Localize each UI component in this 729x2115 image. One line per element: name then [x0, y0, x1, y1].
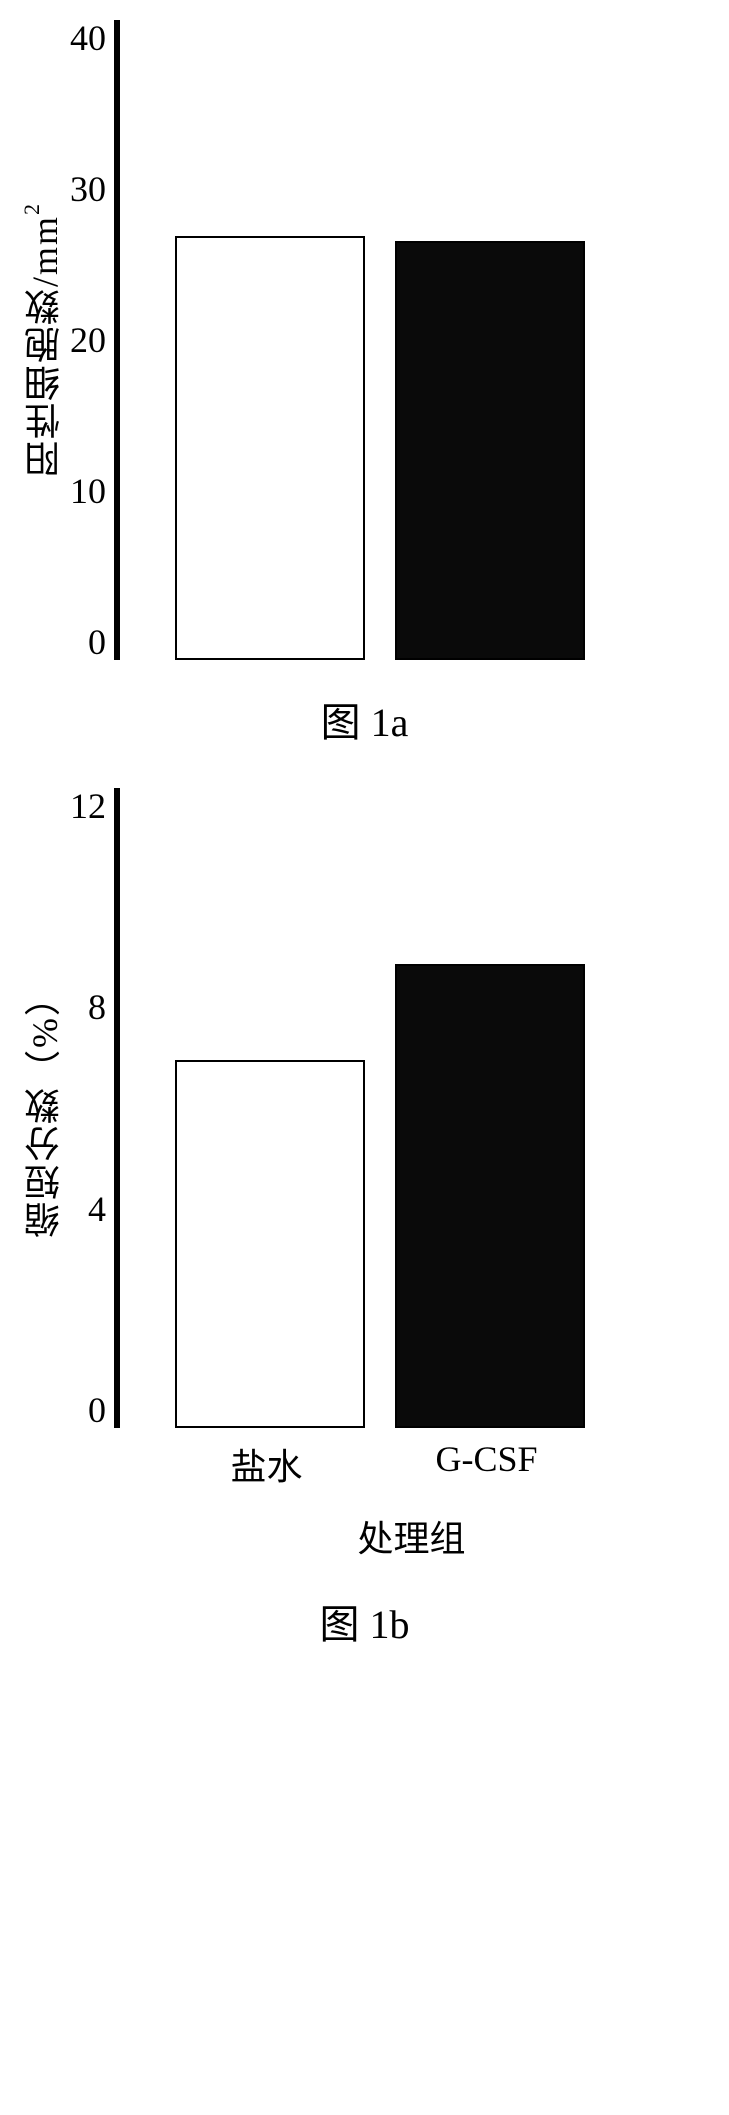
xaxis-title-1b: 处理组 [114, 1510, 709, 1562]
caption-1b: 图 1b [20, 1592, 709, 1650]
ytick-label: 40 [70, 20, 106, 56]
figure-1a: 阳性细胞数/mm2 40 30 20 10 0 图 1a [20, 20, 709, 748]
bar [395, 964, 585, 1428]
ytick-label: 12 [70, 788, 106, 824]
figure-1b: 缩短分数（%） 12 8 4 0 盐水 G-CSF 处理组 图 1b [20, 788, 709, 1650]
ytick-label: 0 [88, 1392, 106, 1428]
chart-1b-wrap: 缩短分数（%） 12 8 4 0 [20, 788, 709, 1428]
ytick-label: 8 [88, 989, 106, 1025]
ylabel-container-1a: 阳性细胞数/mm2 [20, 20, 70, 660]
ylabel-container-1b: 缩短分数（%） [20, 788, 70, 1428]
bars-row-1b [120, 964, 709, 1428]
xlabels-wrap-1b: 盐水 G-CSF 处理组 [20, 1428, 709, 1562]
caption-1a: 图 1a [20, 690, 709, 748]
ytick-label: 20 [70, 322, 106, 358]
ylabel-1a: 阳性细胞数/mm2 [19, 202, 71, 477]
ytick-label: 4 [88, 1191, 106, 1227]
xlabels-row-1b: 盐水 G-CSF [114, 1438, 709, 1490]
bar [175, 1060, 365, 1428]
plot-area-1b [114, 788, 709, 1428]
ytick-label: 30 [70, 171, 106, 207]
plot-area-1a [114, 20, 709, 660]
xtick-label: G-CSF [392, 1438, 582, 1490]
xtick-label: 盐水 [172, 1438, 362, 1490]
bar [175, 236, 365, 660]
bars-row-1a [120, 236, 709, 660]
yticklabels-1b: 12 8 4 0 [70, 788, 114, 1428]
ytick-label: 10 [70, 473, 106, 509]
bar [395, 241, 585, 660]
yticklabels-1a: 40 30 20 10 0 [70, 20, 114, 660]
ylabel-1b: 缩短分数（%） [19, 978, 71, 1238]
chart-1a-wrap: 阳性细胞数/mm2 40 30 20 10 0 [20, 20, 709, 660]
ytick-label: 0 [88, 624, 106, 660]
